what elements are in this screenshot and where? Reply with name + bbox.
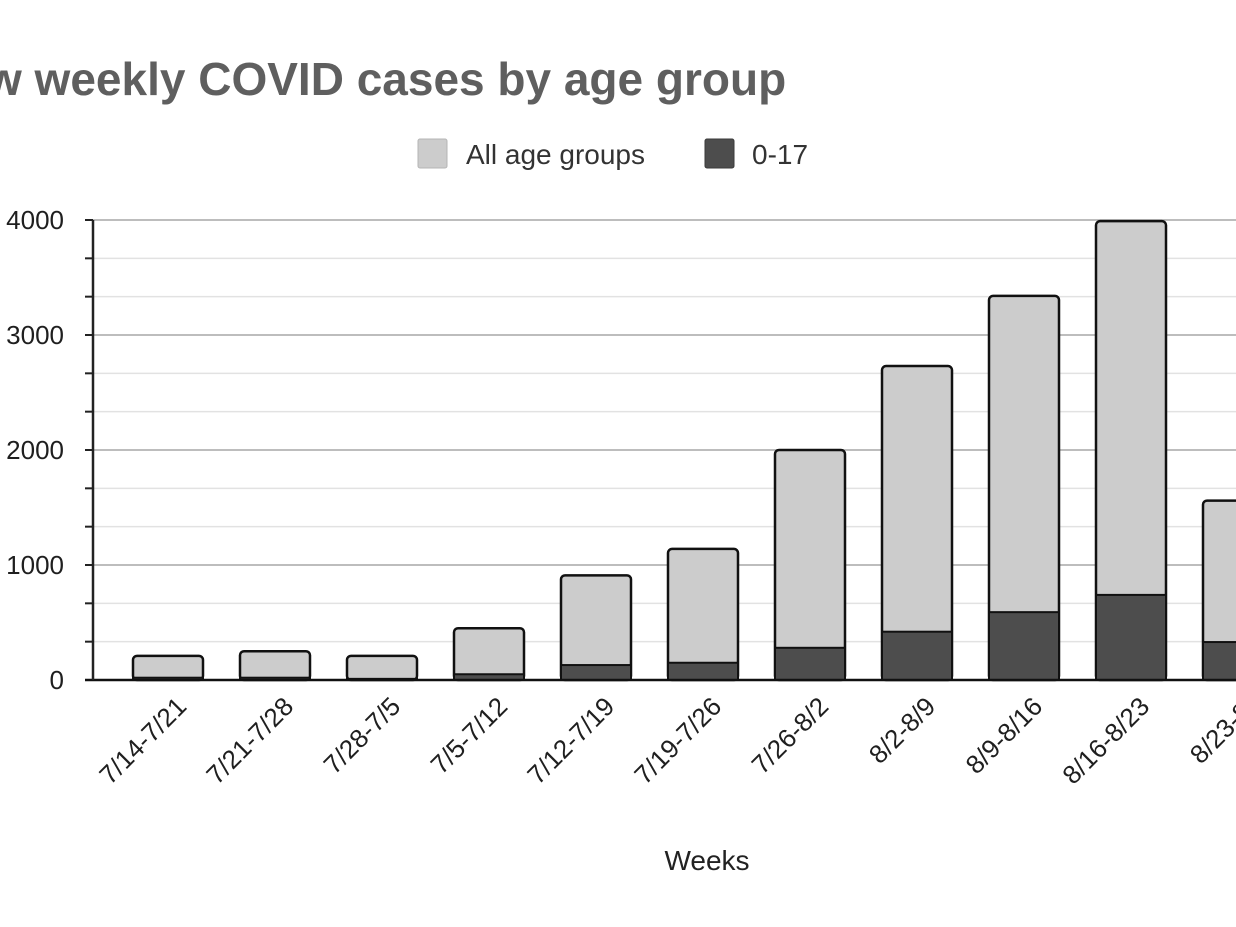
y-tick-label: 3000 — [6, 320, 64, 350]
x-tick-label: 7/14-7/21 — [93, 691, 192, 790]
x-tick-labels: 7/14-7/21 7/21-7/28 7/28-7/5 7/5-7/12 7/12-7… — [93, 690, 1236, 789]
bar-0-17 — [1095, 593, 1167, 682]
bar-0-17 — [988, 611, 1060, 682]
x-tick-label: 7/28-7/5 — [318, 691, 407, 780]
legend-label-all-age-groups: All age groups — [466, 139, 645, 170]
y-tick-label: 1000 — [6, 550, 64, 580]
x-tick-label: 8/16-8/23 — [1056, 691, 1155, 790]
x-tick-label: 7/21-7/28 — [200, 691, 299, 790]
y-tick-labels: 0 1000 2000 3000 4000 — [6, 205, 64, 695]
bar-all-age-groups — [666, 547, 740, 682]
bar-0-17 — [560, 664, 632, 681]
bar-all-age-groups — [131, 654, 205, 682]
bar-all-age-groups — [1201, 499, 1236, 682]
y-tick-label: 4000 — [6, 205, 64, 235]
legend-label-0-17: 0-17 — [752, 139, 808, 170]
bar-0-17 — [1202, 641, 1236, 681]
x-tick-label: 7/5-7/12 — [425, 691, 514, 780]
bar-all-age-groups — [773, 448, 847, 682]
legend-swatch-all-age-groups — [417, 138, 448, 169]
x-tick-label: 7/12-7/19 — [521, 691, 620, 790]
bar-0-17 — [667, 661, 739, 681]
x-axis-title: Weeks — [664, 845, 749, 876]
x-tick-label: 7/26-8/2 — [746, 691, 835, 780]
legend-swatch-0-17 — [704, 138, 735, 169]
legend: All age groups 0-17 — [417, 138, 808, 170]
bars — [85, 219, 1236, 682]
bar-0-17 — [774, 646, 846, 681]
gridlines — [93, 219, 1236, 643]
y-tick-label: 0 — [50, 665, 64, 695]
y-axis — [85, 219, 95, 680]
x-tick-label: 8/2-8/9 — [863, 691, 941, 769]
x-tick-label: 8/9-8/16 — [960, 691, 1049, 780]
y-tick-label: 2000 — [6, 435, 64, 465]
bar-all-age-groups — [345, 654, 419, 682]
x-tick-label: 8/23-8/ — [1184, 690, 1236, 769]
x-tick-label: 7/19-7/26 — [628, 691, 727, 790]
bar-0-17 — [881, 630, 953, 682]
bar-all-age-groups — [452, 627, 526, 682]
chart-title: w weekly COVID cases by age group — [0, 53, 786, 105]
bar-all-age-groups — [238, 650, 312, 682]
